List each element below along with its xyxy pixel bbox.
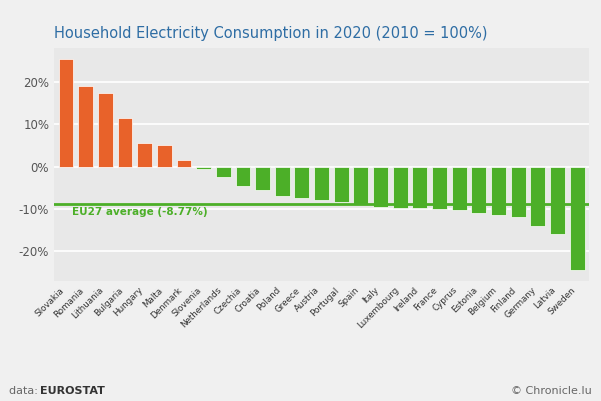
Bar bbox=[570, 166, 585, 270]
Bar bbox=[196, 166, 211, 169]
Bar bbox=[118, 118, 132, 166]
Bar bbox=[137, 143, 152, 166]
Bar bbox=[98, 93, 112, 166]
Bar bbox=[491, 166, 506, 215]
Bar bbox=[412, 166, 427, 208]
Bar bbox=[157, 146, 172, 166]
Text: data:: data: bbox=[9, 386, 41, 396]
Text: Household Electricity Consumption in 2020 (2010 = 100%): Household Electricity Consumption in 202… bbox=[54, 26, 487, 41]
Bar bbox=[294, 166, 310, 198]
Bar bbox=[373, 166, 388, 207]
Bar bbox=[393, 166, 407, 208]
Bar bbox=[353, 166, 368, 205]
Text: © Chronicle.lu: © Chronicle.lu bbox=[511, 386, 592, 396]
Bar bbox=[471, 166, 486, 213]
Bar bbox=[255, 166, 270, 190]
Text: EUROSTAT: EUROSTAT bbox=[40, 386, 105, 396]
Text: EU27 average (-8.77%): EU27 average (-8.77%) bbox=[72, 207, 207, 217]
Bar bbox=[58, 59, 73, 166]
Bar bbox=[550, 166, 565, 234]
Bar bbox=[452, 166, 466, 210]
Bar bbox=[275, 166, 290, 196]
Bar bbox=[177, 160, 191, 166]
Bar bbox=[314, 166, 329, 200]
Bar bbox=[78, 86, 93, 166]
Bar bbox=[511, 166, 525, 217]
Bar bbox=[531, 166, 545, 226]
Bar bbox=[334, 166, 349, 203]
Bar bbox=[216, 166, 231, 177]
Bar bbox=[432, 166, 447, 209]
Bar bbox=[236, 166, 250, 186]
